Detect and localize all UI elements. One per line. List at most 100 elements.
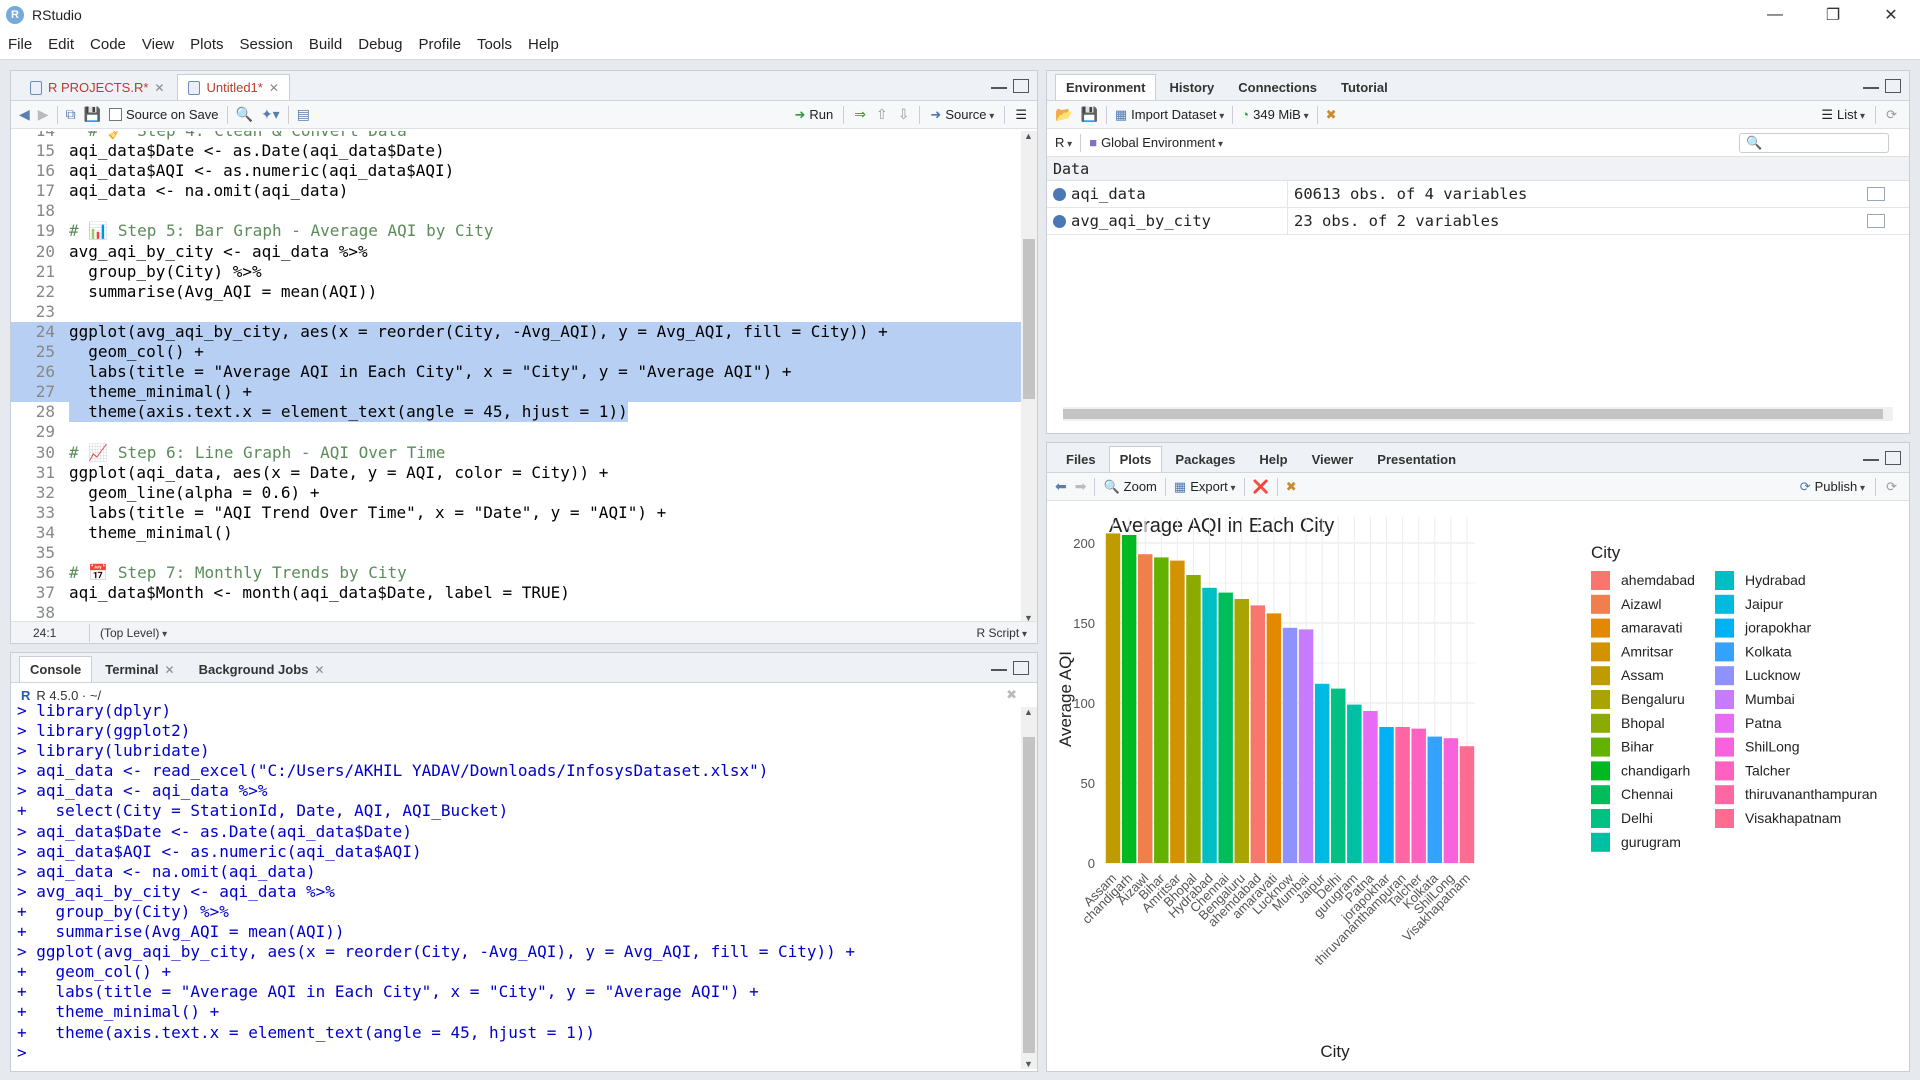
maximize-pane-icon[interactable]	[1013, 661, 1029, 675]
refresh-icon[interactable]: ⟳	[1886, 106, 1897, 122]
scroll-up-icon[interactable]: ▲	[1024, 707, 1033, 717]
tab-help[interactable]: Help	[1248, 446, 1298, 472]
source-button[interactable]: ➜ Source	[930, 107, 994, 123]
minimize-pane-icon[interactable]	[1863, 451, 1879, 461]
compile-report-icon[interactable]: ▤	[296, 106, 310, 122]
scrollbar-thumb[interactable]	[1023, 239, 1035, 399]
import-dataset-button[interactable]: ▦ Import Dataset	[1115, 107, 1224, 123]
next-plot-icon[interactable]: ➡	[1074, 478, 1087, 494]
legend-swatch	[1591, 832, 1610, 852]
menu-file[interactable]: File	[8, 36, 33, 53]
environment-hscroll[interactable]	[1063, 407, 1893, 421]
view-data-icon[interactable]	[1867, 187, 1885, 201]
tab-r-projects[interactable]: R PROJECTS.R* ✕	[19, 74, 175, 100]
expand-icon[interactable]	[1053, 188, 1066, 201]
menu-view[interactable]: View	[141, 36, 175, 53]
tab-viewer[interactable]: Viewer	[1301, 446, 1365, 472]
export-button[interactable]: ▦ Export	[1174, 479, 1236, 495]
scrollbar-thumb[interactable]	[1023, 737, 1035, 1053]
forward-arrow-icon[interactable]: ▶	[37, 106, 49, 122]
save-icon[interactable]: 💾	[83, 106, 101, 122]
scroll-down-icon[interactable]: ▼	[1024, 613, 1033, 623]
menu-plots[interactable]: Plots	[190, 36, 224, 53]
source-on-save-checkbox[interactable]: Source on Save	[109, 107, 219, 122]
tab-background-jobs[interactable]: Background Jobs ✕	[188, 656, 336, 682]
menu-session[interactable]: Session	[239, 36, 293, 53]
scope-selector[interactable]: (Top Level)	[100, 626, 167, 640]
rstudio-logo-icon: R	[6, 6, 24, 24]
maximize-pane-icon[interactable]	[1885, 79, 1901, 93]
environment-search-input[interactable]: 🔍	[1739, 132, 1889, 153]
menu-tools[interactable]: Tools	[476, 36, 512, 53]
tab-environment[interactable]: Environment	[1055, 74, 1157, 100]
minimize-pane-icon[interactable]	[1863, 79, 1879, 89]
environment-row[interactable]: aqi_data 60613 obs. of 4 variables	[1047, 180, 1909, 208]
scroll-down-icon[interactable]: ▼	[1024, 1059, 1033, 1069]
close-tab-icon[interactable]: ✕	[268, 80, 279, 95]
publish-button[interactable]: ⟳ Publish	[1800, 479, 1865, 495]
maximize-pane-icon[interactable]	[1013, 79, 1029, 93]
menu-profile[interactable]: Profile	[418, 36, 461, 53]
console-line: > aqi_data <- read_excel("C:/Users/AKHIL…	[17, 761, 769, 781]
rerun-icon[interactable]: ⇒	[854, 106, 866, 122]
tab-packages[interactable]: Packages	[1164, 446, 1246, 472]
tab-connections[interactable]: Connections	[1227, 74, 1328, 100]
search-icon[interactable]: 🔍	[235, 106, 253, 122]
show-in-window-icon[interactable]: ⧉	[65, 106, 76, 122]
maximize-button[interactable]: ❐	[1825, 7, 1841, 24]
refresh-icon[interactable]: ⟳	[1886, 478, 1897, 494]
close-tab-icon[interactable]: ✕	[314, 662, 325, 677]
legend-title: City	[1591, 543, 1621, 562]
tab-untitled1[interactable]: Untitled1* ✕	[177, 74, 290, 100]
zoom-button[interactable]: 🔍 Zoom	[1103, 479, 1156, 495]
environment-row[interactable]: avg_aqi_by_city 23 obs. of 2 variables	[1047, 207, 1909, 235]
tab-terminal[interactable]: Terminal ✕	[94, 656, 185, 682]
language-selector[interactable]: R	[1055, 135, 1072, 150]
previous-plot-icon[interactable]: ⬅	[1055, 478, 1067, 494]
tab-presentation[interactable]: Presentation	[1366, 446, 1467, 472]
editor-scrollbar[interactable]: ▲ ▼	[1021, 131, 1037, 623]
close-tab-icon[interactable]: ✕	[164, 662, 175, 677]
bar-Bihar	[1154, 557, 1169, 863]
go-up-icon[interactable]: ⇧	[875, 106, 888, 122]
clear-plots-broom-icon[interactable]: ✖	[1285, 478, 1297, 494]
filetype-selector[interactable]: R Script	[977, 626, 1028, 640]
run-button[interactable]: ➜ Run	[794, 107, 833, 123]
close-tab-icon[interactable]: ✕	[154, 80, 165, 95]
minimize-pane-icon[interactable]	[991, 79, 1007, 89]
global-environment-selector[interactable]: ■ Global Environment	[1089, 135, 1223, 150]
menu-build[interactable]: Build	[308, 36, 343, 53]
scrollbar-thumb[interactable]	[1063, 409, 1883, 419]
console-output[interactable]: > library(dplyr) > library(ggplot2) > libr…	[11, 701, 1021, 1063]
save-icon[interactable]: 💾	[1080, 106, 1098, 122]
code-area[interactable]: 14 # 🧹 Step 4: Clean & Convert Data 15 aq…	[11, 131, 1021, 623]
tab-tutorial[interactable]: Tutorial	[1330, 74, 1399, 100]
close-button[interactable]: ✕	[1884, 7, 1898, 24]
tab-console[interactable]: Console	[19, 656, 93, 682]
open-folder-icon[interactable]: 📂	[1055, 106, 1073, 122]
menu-code[interactable]: Code	[90, 36, 126, 53]
bar-ahemdabad	[1250, 605, 1266, 863]
console-scrollbar[interactable]: ▲ ▼	[1021, 707, 1037, 1069]
view-data-icon[interactable]	[1867, 214, 1885, 228]
scroll-up-icon[interactable]: ▲	[1024, 131, 1033, 141]
minimize-pane-icon[interactable]	[991, 661, 1007, 671]
tab-history[interactable]: History	[1158, 74, 1225, 100]
document-outline-icon[interactable]: ☰	[1015, 106, 1027, 122]
expand-icon[interactable]	[1053, 215, 1066, 228]
remove-plot-icon[interactable]: ❌	[1252, 478, 1269, 494]
broom-icon[interactable]: ✖	[1006, 687, 1017, 702]
menu-debug[interactable]: Debug	[358, 36, 403, 53]
clear-broom-icon[interactable]: ✖	[1325, 106, 1337, 122]
list-view-button[interactable]: ☰ List	[1821, 107, 1865, 123]
minimize-button[interactable]: —	[1767, 6, 1783, 23]
tab-files[interactable]: Files	[1055, 446, 1107, 472]
menu-help[interactable]: Help	[528, 36, 559, 53]
code-tools-wand-icon[interactable]: ✦▾	[260, 106, 280, 122]
go-down-icon[interactable]: ⇩	[897, 106, 910, 122]
memory-usage-button[interactable]: ◔ 349 MiB	[1241, 107, 1308, 122]
maximize-pane-icon[interactable]	[1885, 451, 1901, 465]
tab-plots[interactable]: Plots	[1108, 446, 1163, 472]
menu-edit[interactable]: Edit	[48, 36, 75, 53]
back-arrow-icon[interactable]: ◀	[19, 106, 30, 122]
